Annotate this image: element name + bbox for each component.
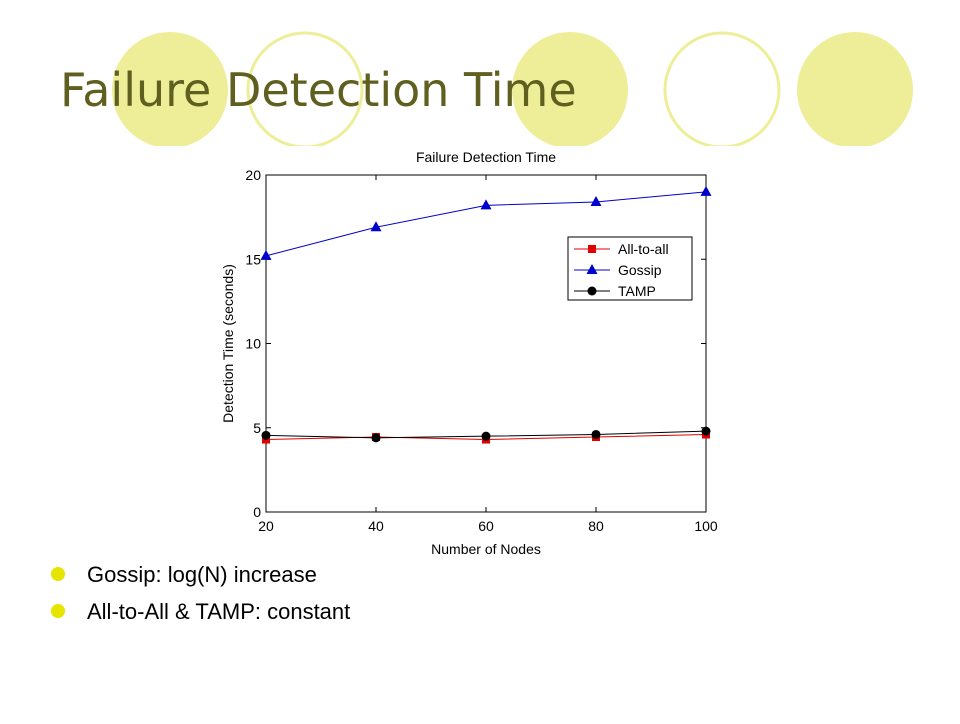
data-point (260, 249, 272, 260)
x-tick-label: 20 (258, 518, 274, 534)
y-tick-label: 15 (245, 251, 261, 267)
data-point (371, 433, 381, 443)
bullet-text: Gossip: log(N) increase (87, 562, 317, 587)
data-point (591, 429, 601, 439)
data-point (370, 221, 382, 232)
legend-label: Gossip (618, 262, 662, 278)
y-axis-label: Detection Time (seconds) (220, 264, 236, 423)
x-tick-label: 100 (694, 518, 718, 534)
data-point (261, 430, 271, 440)
chart-title: Failure Detection Time (416, 149, 556, 165)
plot-area (265, 174, 707, 513)
data-point (700, 185, 712, 196)
y-tick-label: 0 (253, 504, 261, 520)
data-point (480, 199, 492, 210)
y-tick-label: 10 (245, 336, 261, 352)
x-tick-label: 80 (588, 518, 604, 534)
bullet-text: All-to-All & TAMP: constant (87, 599, 350, 624)
data-point (481, 431, 491, 441)
x-tick-label: 60 (478, 518, 494, 534)
y-tick-label: 20 (245, 167, 261, 183)
data-point (590, 195, 602, 206)
bullet-dot (51, 567, 65, 581)
slide-title: Failure Detection Time (60, 63, 577, 117)
bullet-dot (51, 604, 65, 618)
y-tick-label: 5 (253, 420, 261, 436)
decoration (112, 31, 913, 146)
legend-label: TAMP (618, 283, 656, 299)
x-axis-label: Number of Nodes (431, 541, 541, 557)
legend-marker (588, 245, 596, 253)
chart: Failure Detection Time Number of Nodes Det… (220, 149, 718, 557)
legend-marker (586, 264, 598, 274)
x-tick-label: 40 (368, 518, 384, 534)
legend-label: All-to-all (618, 241, 669, 257)
data-point (701, 426, 711, 436)
legend-marker (587, 286, 597, 296)
